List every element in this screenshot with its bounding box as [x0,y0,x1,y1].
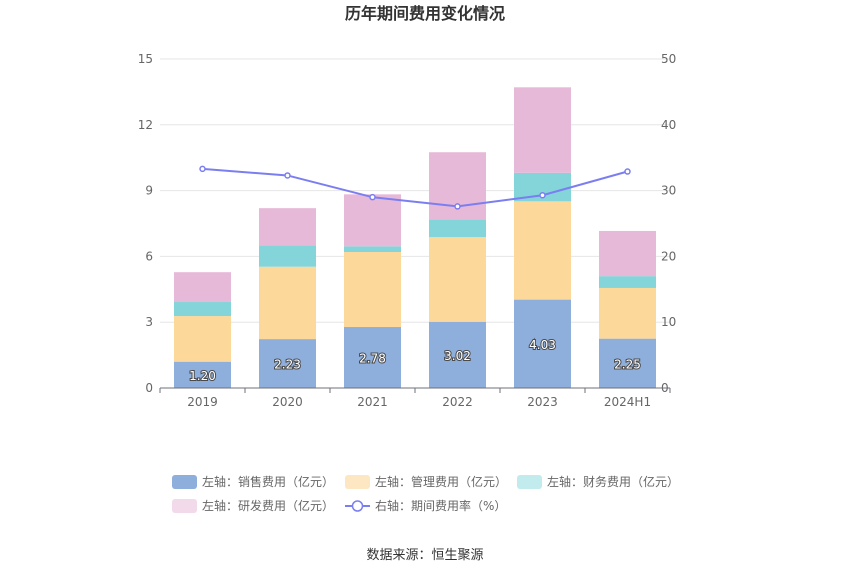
x-tick-label: 2020 [272,395,303,409]
bar-segment [259,266,316,340]
x-tick-label: 2024H1 [604,395,651,409]
bar-value-label: 2.23 [274,358,301,372]
bar-segment [429,321,486,388]
bar-segment [344,327,401,388]
y-left-tick-label: 3 [145,315,153,329]
legend-swatch [172,499,197,513]
rate-point [539,191,546,199]
y-left-tick-label: 9 [145,184,153,198]
bar-segment [599,230,656,277]
bar-segment [429,237,486,322]
y-right-tick-label: 10 [661,315,676,329]
bar-segment [174,361,231,388]
bar-segment [599,276,656,288]
y-right-tick-label: 20 [661,249,676,263]
y-left-tick-label: 12 [138,118,153,132]
bar-segment [599,287,656,339]
bar-segment [259,339,316,388]
x-tick-label: 2022 [442,395,473,409]
bar-segment [344,252,401,328]
bar-value-label: 2.25 [614,357,641,371]
bar-value-label: 4.03 [529,338,556,352]
source-note: 数据来源：恒生聚源 [366,548,483,563]
chart-title: 历年期间费用变化情况 [345,4,505,23]
bar-segment [259,245,316,267]
legend-label: 右轴：期间费用率（%） [375,498,506,513]
bar-segment [599,338,656,388]
bar-segment [174,316,231,362]
bar-segment [344,246,401,253]
rate-point [199,165,206,173]
y-left-tick-label: 6 [145,249,153,263]
y-right-tick-label: 50 [661,52,676,66]
bar-segment [429,219,486,238]
bar-segment [259,208,316,246]
rate-point [624,168,631,175]
legend-swatch [517,475,542,489]
y-left-tick-label: 0 [145,381,153,395]
rate-point [284,172,291,179]
x-tick-label: 2021 [357,395,388,409]
rate-point [369,193,376,201]
bar-segment [514,87,571,173]
y-left-tick-label: 15 [138,52,153,66]
rate-line [202,167,628,208]
x-tick-label: 2019 [187,395,218,409]
bar-segment [174,302,231,317]
y-right-tick-label: 30 [661,184,676,198]
bar-value-label: 2.78 [359,352,386,366]
bar-value-label: 1.20 [189,369,216,383]
legend-label: 左轴：财务费用（亿元） [547,474,679,489]
bar-value-label: 3.02 [444,349,471,363]
legend-label: 左轴：管理费用（亿元） [375,474,507,489]
legend-line-marker [351,500,364,512]
x-tick-label: 2023 [527,395,558,409]
legend-swatch [172,475,197,489]
bar-segment [514,299,571,388]
y-right-tick-label: 40 [661,118,676,132]
legend-label: 左轴：销售费用（亿元） [202,474,334,489]
bar-segment [174,272,231,303]
legend-label: 左轴：研发费用（亿元） [202,498,334,513]
bar-segment [344,194,401,247]
legend-swatch [345,475,370,489]
bar-segment [514,201,571,300]
rate-point [454,203,461,210]
